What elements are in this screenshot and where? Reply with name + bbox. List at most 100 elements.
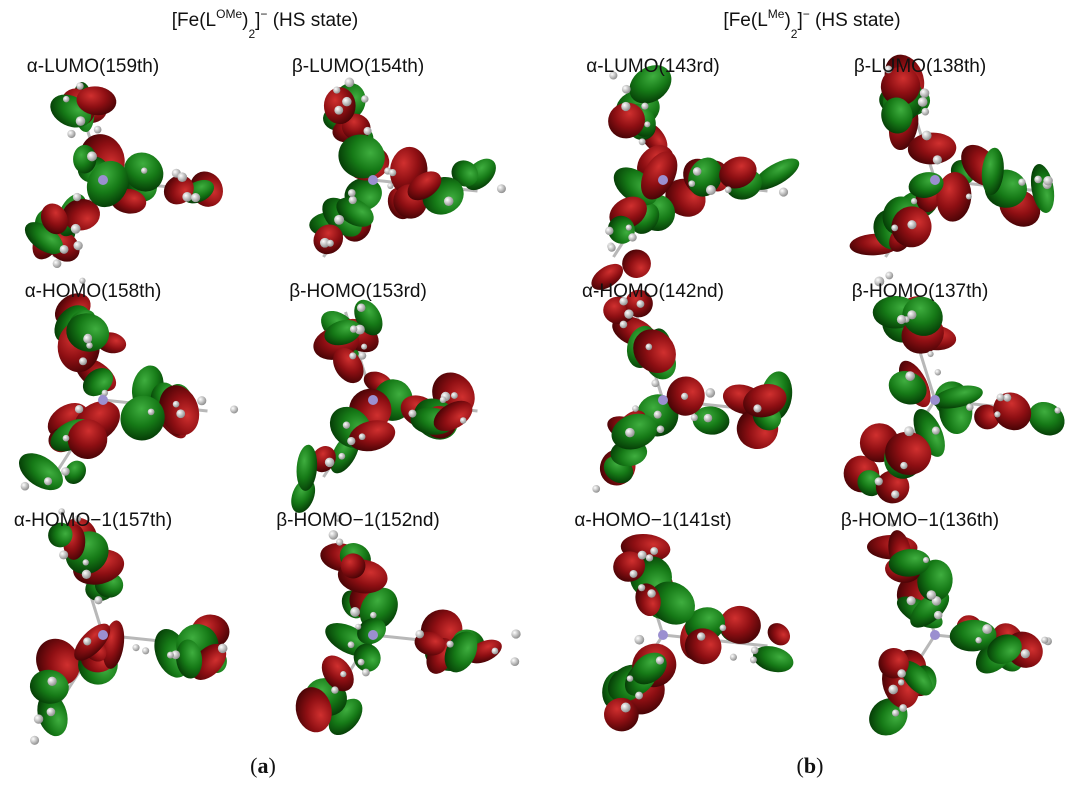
atom: [653, 410, 662, 419]
atom: [874, 477, 883, 486]
atom: [70, 223, 81, 234]
atom: [910, 198, 918, 205]
atom: [896, 314, 907, 325]
title-part: [Fe(L: [172, 10, 216, 31]
orbital-lobe: [981, 147, 1004, 196]
atom: [363, 126, 372, 135]
iron-atom: [98, 395, 108, 405]
atom: [921, 107, 930, 116]
orbital-lobe: [641, 151, 678, 200]
orbital-lobe: [18, 453, 63, 491]
orbital-lobe: [888, 549, 931, 577]
orbital-lobe: [880, 66, 921, 106]
molecule-orbital: [29, 508, 230, 745]
orbital-lobe: [767, 623, 791, 646]
orbital-lobe: [622, 249, 651, 278]
atom: [907, 310, 917, 320]
orbital-lobe: [86, 160, 129, 208]
atom: [645, 343, 653, 351]
iron-atom: [930, 175, 940, 185]
orbital-label: α-LUMO(143rd): [586, 56, 719, 77]
orbital-lobe: [295, 687, 332, 733]
orbital-lobe: [176, 639, 203, 679]
orbital-lobe: [888, 371, 927, 405]
atom: [629, 570, 638, 578]
orbital-lobe: [296, 444, 318, 491]
orbital-lobe: [407, 171, 442, 201]
atom: [703, 413, 713, 423]
atom: [176, 409, 186, 419]
atom: [681, 392, 689, 400]
atom: [147, 408, 155, 416]
orbital-lobe: [591, 263, 624, 290]
atom: [334, 214, 345, 225]
atom: [921, 130, 932, 141]
atom: [166, 651, 174, 659]
atom: [888, 684, 899, 695]
molecule-orbital: [309, 77, 506, 258]
orbital-lobe: [987, 634, 1022, 664]
atom: [932, 155, 942, 165]
atom: [370, 611, 377, 619]
orbital-label: α-LUMO(159th): [27, 56, 159, 77]
atom: [897, 669, 906, 678]
orbital-lobe: [629, 65, 672, 104]
molecule-orbital: [602, 533, 794, 732]
atom: [632, 405, 639, 412]
orbital-lobe: [719, 156, 757, 189]
atom: [625, 224, 632, 231]
atom: [79, 357, 88, 366]
atom: [197, 396, 207, 406]
atom: [922, 556, 929, 564]
atom: [87, 151, 97, 162]
atom: [58, 508, 65, 515]
atom: [331, 686, 339, 694]
atom: [753, 404, 762, 413]
title-part: OMe: [216, 7, 242, 21]
title-part: ): [784, 10, 790, 31]
atom: [94, 596, 103, 605]
orbital-lobe: [902, 296, 943, 336]
atom: [83, 637, 92, 646]
atom: [47, 676, 57, 686]
atom: [619, 297, 628, 306]
atom: [885, 271, 894, 280]
orbital-lobe: [753, 646, 794, 673]
atom: [719, 624, 727, 632]
atom: [30, 735, 40, 745]
atom: [355, 623, 362, 630]
orbital-label: β-LUMO(138th): [854, 56, 986, 77]
orbital-lobe: [719, 605, 761, 644]
iron-atom: [98, 175, 108, 185]
atom: [340, 671, 347, 678]
iron-atom: [658, 630, 668, 640]
orbital-lobe: [451, 160, 479, 187]
atom: [439, 396, 447, 404]
atom: [61, 467, 70, 476]
atom: [926, 590, 937, 600]
atom: [884, 65, 893, 74]
atom: [906, 596, 916, 606]
atom: [62, 95, 70, 103]
title-part: −: [260, 7, 267, 21]
molecule-orbital: [591, 65, 800, 290]
panel-title: [Fe(LMe)2]− (HS state): [723, 7, 900, 41]
paren: ): [269, 753, 276, 778]
atom: [625, 427, 635, 438]
atom: [892, 709, 900, 717]
atom: [358, 433, 366, 441]
orbital-label: β-HOMO(137th): [852, 281, 989, 302]
atom: [350, 607, 360, 617]
atom: [891, 490, 900, 499]
orbital-lobe: [414, 631, 446, 656]
atom: [982, 624, 993, 635]
atom: [975, 637, 982, 644]
orbital-lobe: [67, 419, 108, 459]
atom: [76, 82, 84, 90]
atom: [638, 584, 646, 592]
molecule-orbital: [592, 289, 793, 493]
atom: [349, 352, 357, 360]
atom: [688, 180, 696, 187]
orbital-lobe: [885, 431, 932, 475]
